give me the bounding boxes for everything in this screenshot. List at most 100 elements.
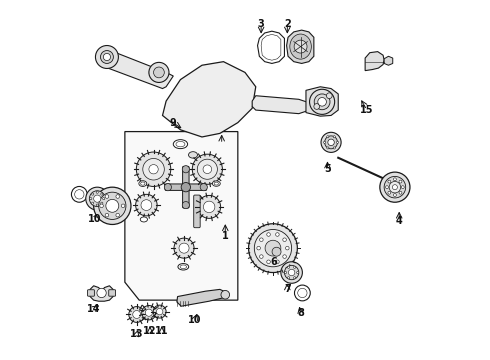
Text: 4: 4 [396, 216, 403, 226]
Circle shape [100, 204, 103, 208]
Text: 15: 15 [360, 105, 374, 115]
Circle shape [386, 186, 389, 189]
Circle shape [136, 152, 171, 186]
Circle shape [197, 195, 220, 219]
Circle shape [197, 159, 218, 179]
Circle shape [92, 202, 94, 204]
Circle shape [296, 271, 299, 274]
Circle shape [333, 147, 335, 149]
Circle shape [174, 238, 194, 258]
Circle shape [333, 136, 335, 138]
Circle shape [136, 194, 157, 216]
Circle shape [267, 260, 270, 264]
Circle shape [384, 176, 406, 198]
Circle shape [74, 190, 84, 199]
Circle shape [267, 233, 270, 236]
Circle shape [321, 132, 341, 152]
Circle shape [389, 181, 401, 193]
Circle shape [275, 233, 279, 236]
Ellipse shape [178, 264, 189, 270]
Circle shape [141, 200, 152, 211]
Ellipse shape [214, 182, 219, 185]
Circle shape [285, 271, 287, 274]
Polygon shape [306, 87, 338, 116]
Text: 3: 3 [258, 19, 265, 29]
Text: 2: 2 [284, 19, 291, 29]
Circle shape [89, 191, 105, 207]
Polygon shape [163, 62, 256, 137]
Circle shape [143, 158, 164, 180]
Circle shape [248, 224, 297, 273]
Text: 5: 5 [324, 164, 331, 174]
Circle shape [283, 238, 286, 242]
Circle shape [314, 94, 330, 110]
FancyBboxPatch shape [109, 290, 116, 296]
Circle shape [92, 193, 94, 195]
Polygon shape [90, 286, 113, 301]
Circle shape [337, 141, 339, 143]
Ellipse shape [189, 152, 197, 158]
Circle shape [146, 309, 152, 316]
Ellipse shape [180, 265, 187, 269]
Circle shape [86, 187, 109, 210]
Circle shape [200, 184, 207, 191]
Circle shape [182, 166, 190, 173]
Circle shape [98, 192, 126, 220]
Polygon shape [177, 289, 225, 306]
Circle shape [102, 198, 105, 200]
Circle shape [288, 277, 290, 279]
Circle shape [133, 311, 141, 319]
Circle shape [116, 195, 120, 198]
Circle shape [401, 186, 404, 189]
Circle shape [179, 243, 189, 253]
Circle shape [260, 238, 263, 242]
Circle shape [327, 136, 329, 138]
Circle shape [392, 185, 397, 190]
Circle shape [100, 50, 113, 63]
Circle shape [286, 246, 289, 250]
Polygon shape [261, 35, 281, 60]
Circle shape [260, 255, 263, 258]
Circle shape [298, 288, 307, 298]
Circle shape [203, 201, 215, 213]
Circle shape [142, 306, 156, 320]
Circle shape [129, 307, 145, 322]
Polygon shape [384, 56, 393, 65]
Text: 10: 10 [188, 315, 201, 325]
Circle shape [101, 202, 103, 204]
Polygon shape [252, 96, 310, 114]
Circle shape [72, 186, 87, 202]
Circle shape [90, 198, 92, 200]
Circle shape [388, 191, 391, 194]
Circle shape [106, 199, 119, 212]
FancyBboxPatch shape [165, 184, 207, 190]
Text: 11: 11 [155, 325, 169, 336]
Circle shape [294, 266, 296, 268]
FancyBboxPatch shape [88, 290, 95, 296]
Polygon shape [365, 51, 384, 71]
Text: 7: 7 [284, 284, 291, 294]
Ellipse shape [140, 217, 147, 222]
Ellipse shape [290, 34, 311, 59]
Circle shape [399, 180, 402, 183]
Circle shape [327, 147, 329, 149]
Polygon shape [125, 132, 238, 300]
Text: 14: 14 [87, 304, 100, 314]
Circle shape [310, 89, 335, 114]
Circle shape [285, 265, 299, 280]
Ellipse shape [141, 182, 145, 185]
Circle shape [153, 67, 164, 78]
Circle shape [294, 40, 307, 53]
Circle shape [97, 288, 106, 298]
Circle shape [294, 277, 296, 279]
Circle shape [94, 187, 131, 225]
Circle shape [203, 165, 212, 174]
Circle shape [289, 269, 295, 276]
Circle shape [101, 193, 103, 195]
Circle shape [257, 246, 260, 250]
Circle shape [326, 93, 332, 99]
Circle shape [94, 195, 101, 202]
Circle shape [283, 255, 286, 258]
Circle shape [116, 213, 120, 217]
Circle shape [254, 229, 292, 267]
